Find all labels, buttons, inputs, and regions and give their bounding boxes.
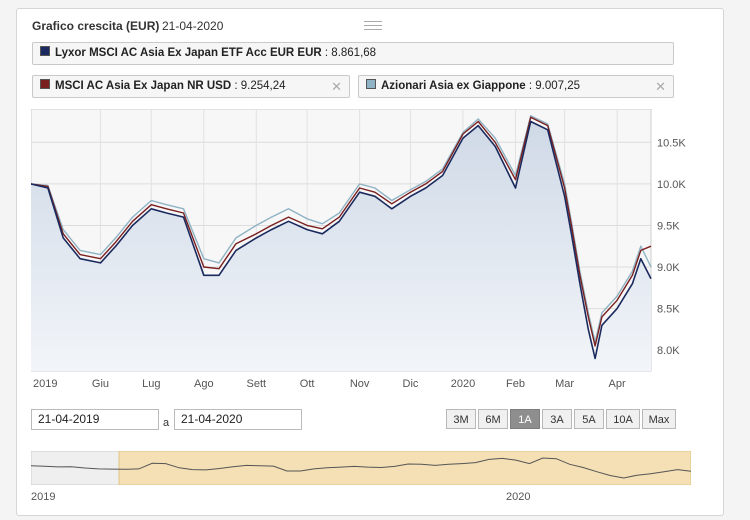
navigator-selection xyxy=(118,451,691,485)
range-button-10a[interactable]: 10A xyxy=(606,409,640,429)
legend-swatch xyxy=(40,46,50,56)
y-tick-label: 9.5K xyxy=(657,220,680,232)
y-tick-label: 9.0K xyxy=(657,262,680,274)
legend-name: Lyxor MSCI AC Asia Ex Japan ETF Acc EUR … xyxy=(55,47,322,59)
date-separator: a xyxy=(163,417,170,429)
x-tick-label: Ott xyxy=(300,378,315,390)
range-button-3m[interactable]: 3M xyxy=(446,409,476,429)
range-button-1a[interactable]: 1A xyxy=(510,409,540,429)
x-tick-label: Nov xyxy=(350,378,370,390)
x-tick-label: Sett xyxy=(247,378,267,390)
legend-value: : 9.254,24 xyxy=(234,80,286,92)
series-line-2 xyxy=(31,115,652,343)
legend-item-category[interactable]: Azionari Asia ex Giappone : 9.007,25 ✕ xyxy=(358,75,674,98)
y-tick-label: 8.0K xyxy=(657,345,680,357)
range-button-3a[interactable]: 3A xyxy=(542,409,572,429)
drag-handle-icon[interactable] xyxy=(364,21,382,30)
series-line-0 xyxy=(31,120,652,360)
x-tick-label: Mar xyxy=(555,378,574,390)
x-tick-label: Ago xyxy=(194,378,214,390)
x-tick-label: Dic xyxy=(403,378,419,390)
legend-item-etf[interactable]: Lyxor MSCI AC Asia Ex Japan ETF Acc EUR … xyxy=(32,42,674,65)
y-tick-label: 8.5K xyxy=(657,304,680,316)
chart-panel: Grafico crescita (EUR) 21-04-2020 Lyxor … xyxy=(16,8,724,516)
y-tick-label: 10.0K xyxy=(657,179,686,191)
range-button-max[interactable]: Max xyxy=(642,409,676,429)
x-tick-label: 2019 xyxy=(33,378,57,390)
date-to-input[interactable] xyxy=(174,409,302,430)
series-area xyxy=(31,121,651,371)
x-tick-label: Feb xyxy=(506,378,525,390)
series-line-1 xyxy=(31,116,652,347)
range-button-6m[interactable]: 6M xyxy=(478,409,508,429)
x-tick-label: Apr xyxy=(609,378,626,390)
x-tick-label: 2020 xyxy=(451,378,475,390)
chart-title: Grafico crescita (EUR) xyxy=(32,19,160,33)
date-from-input[interactable] xyxy=(31,409,159,430)
close-icon[interactable]: ✕ xyxy=(331,79,342,94)
legend-item-index[interactable]: MSCI AC Asia Ex Japan NR USD : 9.254,24 … xyxy=(32,75,350,98)
legend-swatch xyxy=(366,79,376,89)
legend-name: MSCI AC Asia Ex Japan NR USD xyxy=(55,80,232,92)
legend-value: : 8.861,68 xyxy=(324,47,377,59)
x-tick-label: Lug xyxy=(142,378,160,390)
navigator-label-start: 2019 xyxy=(31,491,56,503)
legend-swatch xyxy=(40,79,50,89)
range-button-5a[interactable]: 5A xyxy=(574,409,604,429)
growth-chart[interactable]: 8.0K 8.5K 9.0K 9.5K 10.0K 10.5K 2019 Giu Lug Ago S… xyxy=(31,109,707,397)
chart-date: 21-04-2020 xyxy=(162,19,224,33)
legend-name: Azionari Asia ex Giappone xyxy=(381,80,526,92)
x-tick-label: Giu xyxy=(92,378,109,390)
y-tick-label: 10.5K xyxy=(657,137,686,149)
navigator-line xyxy=(31,457,691,479)
close-icon[interactable]: ✕ xyxy=(655,79,666,94)
legend-value: : 9.007,25 xyxy=(528,80,580,92)
navigator-label-end: 2020 xyxy=(506,491,531,503)
navigator[interactable] xyxy=(31,451,691,485)
